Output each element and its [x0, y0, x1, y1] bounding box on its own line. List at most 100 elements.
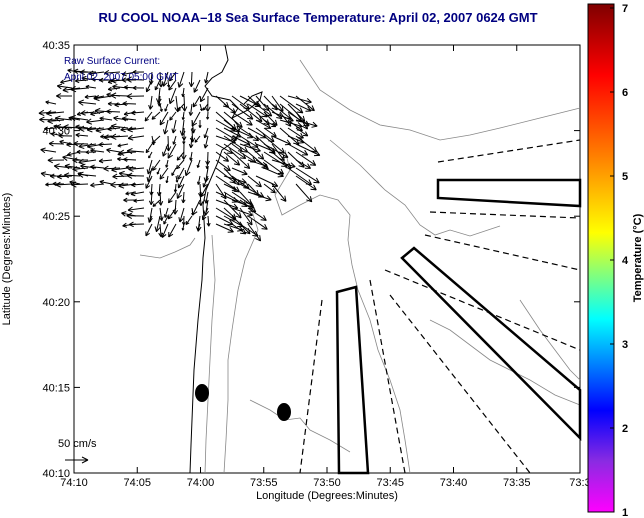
colorbar-tick-label: 5: [622, 171, 628, 183]
current-vector: [177, 167, 185, 180]
current-vector: [177, 71, 185, 88]
current-vectors: [38, 68, 321, 242]
current-vector: [165, 159, 169, 168]
current-vector: [177, 175, 185, 189]
current-vector: [204, 71, 209, 84]
current-vector: [263, 119, 277, 128]
legend-current-label: Raw Surface Current:: [64, 56, 160, 67]
current-vector: [181, 191, 186, 204]
current-vector: [110, 133, 129, 140]
current-vector: [206, 111, 210, 120]
current-vector: [182, 135, 186, 145]
current-vector: [127, 134, 145, 141]
current-vector: [56, 173, 73, 180]
current-vector: [181, 223, 185, 231]
current-vector: [133, 198, 145, 203]
bathymetry-contour: [429, 319, 581, 406]
current-vector: [118, 149, 137, 156]
current-vector: [85, 84, 97, 89]
current-vector: [188, 103, 194, 116]
current-vector: [167, 191, 177, 204]
current-vector: [112, 173, 129, 180]
current-vector: [295, 151, 317, 166]
bathymetry-contour: [249, 399, 351, 453]
current-vector: [110, 123, 129, 130]
current-vector: [200, 183, 209, 198]
survey-line: [429, 211, 581, 219]
current-vector: [255, 119, 272, 129]
current-vector: [159, 111, 169, 126]
current-vector: [188, 135, 194, 149]
current-vector: [144, 111, 153, 122]
current-vector: [90, 182, 105, 188]
current-vector: [126, 212, 145, 219]
current-vector: [131, 182, 145, 188]
x-tick-label: 73:45: [376, 477, 404, 489]
y-tick-label: 40:10: [42, 468, 70, 480]
current-vector: [158, 191, 164, 206]
current-vector: [295, 111, 308, 130]
current-vector: [86, 126, 105, 133]
colorbar-tick-label: 2: [622, 423, 628, 435]
current-vector: [90, 164, 105, 170]
current-vector: [295, 175, 317, 191]
current-vector: [145, 143, 153, 154]
current-vector: [45, 100, 57, 105]
current-vector: [171, 167, 177, 176]
current-vector: [85, 150, 97, 155]
current-vector: [123, 157, 137, 162]
current-vector: [255, 175, 279, 188]
current-vector: [107, 86, 121, 92]
current-vector: [114, 102, 129, 108]
current-vector: [295, 159, 311, 169]
x-tick-label: 73:40: [440, 477, 468, 489]
y-tick-label: 40:25: [42, 211, 70, 223]
current-vector: [103, 165, 121, 172]
current-vector: [99, 77, 113, 83]
current-vector: [231, 111, 253, 126]
current-vector: [110, 92, 129, 99]
current-vector: [198, 119, 202, 128]
current-vector: [295, 127, 309, 137]
current-vector: [88, 70, 105, 77]
current-vector: [203, 127, 209, 139]
current-vector: [131, 110, 145, 116]
current-vector: [167, 207, 177, 220]
current-vector: [151, 135, 161, 144]
bathymetry-contour: [519, 299, 581, 381]
current-vector: [168, 79, 177, 91]
current-vector: [180, 143, 187, 160]
current-vector: [53, 163, 73, 170]
colorbar-label: Temperature (°C): [632, 213, 644, 302]
current-vector: [169, 111, 177, 121]
colorbar-ticks: 7 6 5 4 3 2 1: [610, 3, 629, 518]
current-vector: [206, 215, 211, 227]
colorbar-tick-label: 4: [622, 255, 629, 267]
current-vector: [223, 151, 241, 166]
current-vector: [223, 183, 237, 191]
marker-ellipse: [277, 403, 291, 421]
bathymetry-contour: [204, 234, 216, 474]
current-vector: [78, 158, 97, 165]
current-vector: [200, 87, 209, 103]
current-vector: [295, 183, 313, 203]
current-vector: [128, 221, 145, 228]
current-vector: [215, 151, 229, 162]
current-vector: [255, 159, 268, 168]
current-vector: [117, 143, 129, 148]
current-vector: [78, 125, 97, 132]
current-vector: [271, 159, 296, 169]
current-vector: [181, 95, 188, 112]
current-vector: [111, 166, 129, 173]
current-vector: [40, 147, 57, 154]
current-vector: [247, 143, 265, 160]
current-vector: [215, 223, 234, 233]
bathymetry-contour: [299, 59, 581, 141]
current-vector: [172, 135, 177, 145]
current-vector: [295, 143, 321, 157]
current-vector: [191, 207, 195, 216]
current-vector: [165, 175, 169, 184]
current-vector: [130, 191, 145, 197]
current-vector: [176, 183, 185, 199]
